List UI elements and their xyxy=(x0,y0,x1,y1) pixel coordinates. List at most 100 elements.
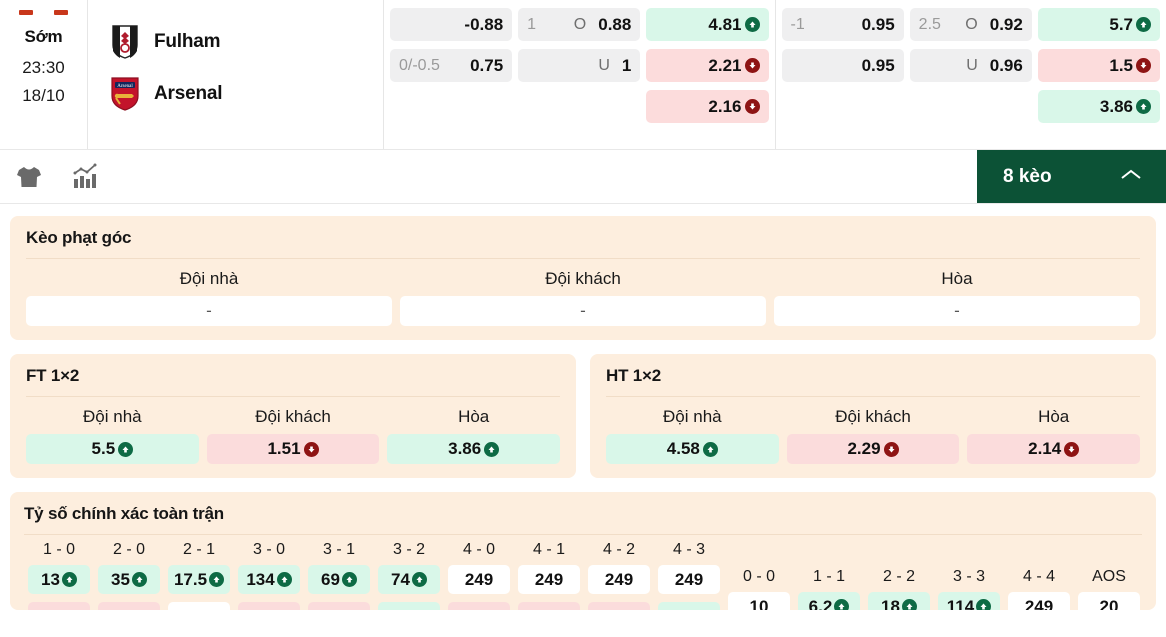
odds-value: 2.16 xyxy=(708,96,742,116)
score-odds-cell[interactable]: 6.2 xyxy=(798,592,860,610)
score-odds-cell[interactable]: 249 xyxy=(588,565,650,594)
score-label: AOS xyxy=(1092,568,1126,585)
score-odds-cell[interactable]: 10 xyxy=(728,592,790,610)
score-odds-cell[interactable]: 13 xyxy=(28,565,90,594)
score-label: 2 - 0 xyxy=(112,541,145,558)
ht-1x2-card: HT 1×2 Đội nhà 4.58 Đội khách 2.29 xyxy=(590,354,1156,478)
score-odds-cell[interactable]: 249 xyxy=(518,565,580,594)
odds-pill[interactable]: 2.29 xyxy=(786,434,960,464)
score-odds-cell[interactable] xyxy=(238,602,300,610)
match-header-row: Sớm 23:30 18/10 Fulham xyxy=(0,0,1166,150)
odds-value: 249 xyxy=(464,569,494,589)
score-column: 4 - 0 249 xyxy=(444,541,514,610)
score-odds-cell[interactable]: 17.5 xyxy=(168,565,230,594)
score-label: 4 - 4 xyxy=(1022,568,1055,585)
arrow-up-icon xyxy=(702,441,718,457)
ou-value: 0.96 xyxy=(989,55,1023,75)
divider xyxy=(26,258,1140,259)
odds-cell[interactable]: 3.86 xyxy=(1037,90,1161,123)
odds-pill[interactable]: - xyxy=(774,296,1140,326)
score-odds-cell[interactable] xyxy=(378,602,440,610)
odds-value: 2.21 xyxy=(708,55,742,75)
arrow-up-icon xyxy=(276,572,292,587)
handicap-cell[interactable]: 0.95 xyxy=(781,49,904,82)
under-cell[interactable]: U 1 xyxy=(518,49,641,82)
score-odds-cell[interactable]: 74 xyxy=(378,565,440,594)
teams-column[interactable]: Fulham Arsenal Arsenal xyxy=(88,0,384,149)
score-odds-cell[interactable]: 114 xyxy=(938,592,1000,610)
score-odds-cell[interactable] xyxy=(98,602,160,610)
score-odds-cell[interactable]: 249 xyxy=(658,565,720,594)
odds-value: 1.5 xyxy=(1109,55,1134,75)
score-odds-cell[interactable] xyxy=(658,602,720,610)
under-cell[interactable]: U 0.96 xyxy=(909,49,1032,82)
odds-cell[interactable]: 2.16 xyxy=(646,90,769,123)
corner-card-title: Kèo phạt góc xyxy=(26,228,132,247)
ou-line: 2.5 xyxy=(918,15,941,33)
markets-toolbar: 8 kèo xyxy=(0,150,1166,204)
score-odds-cell[interactable] xyxy=(448,602,510,610)
column-header: Đội khách xyxy=(255,407,331,426)
score-odds-cell[interactable] xyxy=(28,602,90,610)
over-cell[interactable]: 1 O 0.88 xyxy=(518,8,641,41)
overunder-column-1: 1 O 0.88 U 1 xyxy=(518,8,641,149)
away-team-row[interactable]: Arsenal Arsenal xyxy=(110,74,383,114)
score-label: 3 - 1 xyxy=(322,541,355,558)
ft-card-title: FT 1×2 xyxy=(26,366,80,385)
home-team-row[interactable]: Fulham xyxy=(110,22,383,62)
score-odds-cell[interactable] xyxy=(168,602,230,610)
odds-pill[interactable]: 1.51 xyxy=(206,434,380,464)
score-odds-cell[interactable] xyxy=(588,602,650,610)
score-odds-cell[interactable]: 249 xyxy=(448,565,510,594)
score-column: 4 - 3 249 xyxy=(654,541,724,610)
score-column: 0 - 0 10 xyxy=(724,568,794,610)
score-column: 2 - 1 17.5 xyxy=(164,541,234,610)
ht-card-title: HT 1×2 xyxy=(606,366,662,385)
column-header: Đội nhà xyxy=(663,407,722,426)
odds-value: 1.51 xyxy=(267,439,301,458)
odds-cell[interactable]: 5.7 xyxy=(1037,8,1161,41)
score-odds-cell[interactable]: 69 xyxy=(308,565,370,594)
arrow-down-icon xyxy=(303,441,319,457)
odds-pill[interactable]: 5.5 xyxy=(26,434,199,464)
odds-cell[interactable]: 2.21 xyxy=(646,49,769,82)
divider xyxy=(24,534,1142,535)
handicap-cell[interactable]: -0.88 xyxy=(390,8,513,41)
arrow-up-icon xyxy=(411,572,427,587)
ou-marker: O xyxy=(965,15,978,33)
score-odds-cell[interactable]: 18 xyxy=(868,592,930,610)
score-odds-cell[interactable]: 134 xyxy=(238,565,300,594)
odds-pill[interactable]: - xyxy=(400,296,766,326)
jersey-icon[interactable] xyxy=(14,162,44,192)
onextwo-column-1: 4.81 2.21 2.16 xyxy=(646,8,769,149)
score-odds-cell[interactable] xyxy=(518,602,580,610)
correct-score-title: Tỷ số chính xác toàn trận xyxy=(24,504,224,523)
handicap-cell[interactable]: -1 0.95 xyxy=(781,8,904,41)
score-odds-cell[interactable]: 249 xyxy=(1008,592,1070,610)
spacer xyxy=(782,90,904,123)
odds-cell[interactable]: 4.81 xyxy=(646,8,769,41)
odds-pill[interactable]: 3.86 xyxy=(387,434,561,464)
score-odds-cell[interactable]: 20 xyxy=(1078,592,1140,610)
score-column: 3 - 1 69 xyxy=(304,541,374,610)
handicap-line: 0/-0.5 xyxy=(399,56,440,74)
column-header: Đội nhà xyxy=(83,407,142,426)
odds-pill[interactable]: 2.14 xyxy=(967,434,1141,464)
match-time-column: Sớm 23:30 18/10 xyxy=(0,0,88,149)
corner-col-home: Đội nhà - xyxy=(26,265,392,326)
chevron-up-icon xyxy=(1120,166,1142,188)
odds-pill[interactable]: - xyxy=(26,296,392,326)
keo-count-toggle-button[interactable]: 8 kèo xyxy=(977,150,1166,203)
stats-chart-icon[interactable] xyxy=(70,162,100,192)
odds-pill[interactable]: 4.58 xyxy=(606,434,779,464)
handicap-cell[interactable]: 0/-0.5 0.75 xyxy=(390,49,513,82)
over-cell[interactable]: 2.5 O 0.92 xyxy=(909,8,1032,41)
score-odds-cell[interactable] xyxy=(308,602,370,610)
score-column: 4 - 2 249 xyxy=(584,541,654,610)
score-odds-cell[interactable]: 35 xyxy=(98,565,160,594)
odds-value: 249 xyxy=(604,569,634,589)
odds-cell[interactable]: 1.5 xyxy=(1037,49,1161,82)
odds-value: 2.14 xyxy=(1028,439,1062,458)
odds-value: 114 xyxy=(946,596,975,611)
arrow-up-icon xyxy=(1136,17,1152,32)
